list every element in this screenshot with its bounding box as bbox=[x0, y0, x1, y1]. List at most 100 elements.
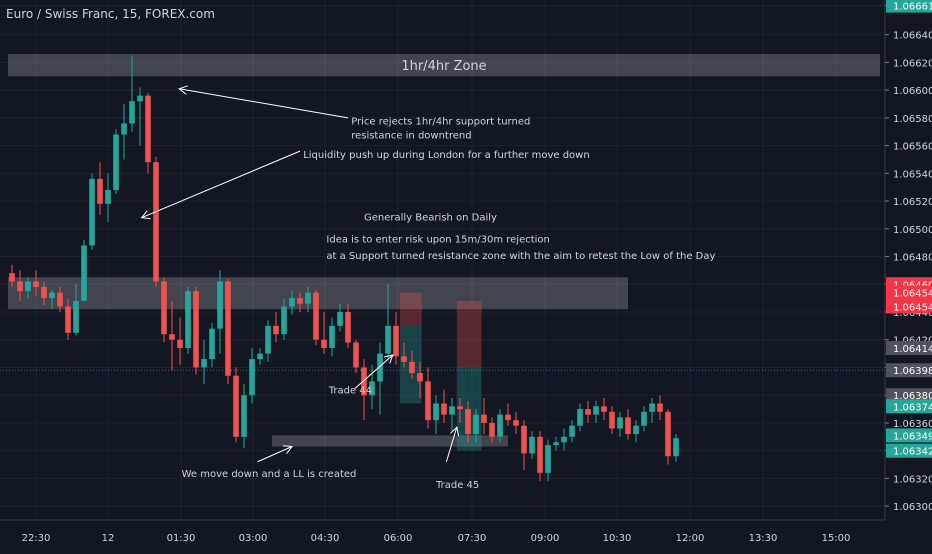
price-tick-label: 1.06600 bbox=[893, 86, 932, 97]
price-badge bbox=[886, 0, 932, 13]
price-badge-label: 1.06398 bbox=[893, 366, 932, 377]
candle-body bbox=[553, 442, 559, 446]
price-badge-label: 1.06342 bbox=[893, 447, 932, 458]
price-tick-label: 1.06560 bbox=[893, 142, 932, 153]
annotation-text: Idea is to enter risk upon 15m/30m rejec… bbox=[326, 235, 550, 246]
candle-body bbox=[225, 281, 231, 376]
candle-body bbox=[105, 189, 111, 204]
annotation-text: We move down and a LL is created bbox=[182, 469, 357, 480]
price-badge bbox=[886, 363, 932, 378]
annotation-text: at a Support turned resistance zone with… bbox=[326, 251, 715, 262]
annotation-arrow-line bbox=[257, 446, 293, 463]
candle-body bbox=[153, 162, 159, 282]
candle-body bbox=[25, 281, 31, 292]
candle-body bbox=[657, 403, 663, 412]
candle-body bbox=[489, 422, 495, 437]
annotation-text: Trade 45 bbox=[435, 480, 479, 491]
annotation-arrow-line bbox=[445, 426, 458, 462]
candle-body bbox=[441, 403, 447, 415]
candle-body bbox=[481, 414, 487, 423]
time-tick-label: 13:30 bbox=[749, 533, 778, 544]
price-badge bbox=[886, 285, 932, 300]
candle-body bbox=[81, 245, 87, 301]
time-tick-label: 12:00 bbox=[676, 533, 705, 544]
candle-body bbox=[121, 123, 127, 135]
candle-body bbox=[521, 425, 527, 454]
annotation-arrow-head bbox=[450, 426, 460, 437]
candle-body bbox=[593, 406, 599, 415]
candle-body bbox=[401, 356, 407, 362]
candle-body bbox=[217, 281, 223, 329]
price-badge-label: 1.06380 bbox=[893, 391, 932, 402]
price-tick-label: 1.06320 bbox=[893, 474, 932, 485]
candle-body bbox=[345, 312, 351, 343]
candle-body bbox=[97, 178, 103, 204]
trade-risk-box bbox=[400, 292, 422, 326]
annotation-text: Trade 44 bbox=[328, 386, 372, 397]
price-tick-label: 1.06580 bbox=[893, 114, 932, 125]
candle-body bbox=[649, 403, 655, 412]
zone-rect bbox=[8, 54, 880, 77]
candle-body bbox=[353, 342, 359, 368]
time-tick-label: 12 bbox=[102, 533, 115, 544]
price-badge-label: 1.06414 bbox=[893, 344, 932, 355]
price-tick-label: 1.06540 bbox=[893, 169, 932, 180]
candle-body bbox=[641, 411, 647, 426]
chart-title: Euro / Swiss Franc, 15, FOREX.com bbox=[6, 7, 215, 21]
candle-body bbox=[609, 411, 615, 429]
price-tick-label: 1.06440 bbox=[893, 308, 932, 319]
candle-body bbox=[561, 436, 567, 443]
candle-body bbox=[377, 353, 383, 382]
candle-body bbox=[665, 411, 671, 457]
price-badge-label: 1.06374 bbox=[893, 402, 932, 413]
annotation-arrow-line bbox=[179, 88, 349, 119]
price-tick-label: 1.06500 bbox=[893, 225, 932, 236]
candle-body bbox=[193, 291, 199, 368]
price-tick-label: 1.06300 bbox=[893, 502, 932, 513]
candle-body bbox=[57, 292, 63, 307]
candle-body bbox=[369, 381, 375, 396]
candle-body bbox=[633, 425, 639, 435]
time-tick-label: 22:30 bbox=[22, 533, 51, 544]
candle-body bbox=[297, 298, 303, 304]
candle-body bbox=[329, 325, 335, 349]
candle-body bbox=[89, 178, 95, 246]
candle-body bbox=[113, 134, 119, 190]
candle-body bbox=[497, 414, 503, 437]
candle-body bbox=[617, 417, 623, 429]
annotation-arrow-head bbox=[282, 445, 293, 454]
annotation-arrow-head bbox=[140, 210, 151, 220]
candle-body bbox=[513, 420, 519, 426]
annotation-arrow-line bbox=[354, 354, 394, 389]
price-badge bbox=[886, 443, 932, 458]
candle-body bbox=[161, 281, 167, 335]
candle-body bbox=[409, 361, 415, 374]
time-tick-label: 15:00 bbox=[822, 533, 851, 544]
price-badge-label: 1.06454 bbox=[893, 302, 932, 313]
candle-body bbox=[49, 292, 55, 299]
candle-body bbox=[169, 334, 175, 340]
candle-body bbox=[393, 325, 399, 357]
candle-body bbox=[305, 292, 311, 304]
annotation-text: Price rejects 1hr/4hr support turned bbox=[351, 117, 530, 128]
annotation-arrow-line bbox=[141, 150, 301, 219]
price-tick-label: 1.06640 bbox=[893, 31, 932, 42]
candle-body bbox=[577, 409, 583, 426]
annotation-text: resistance in downtrend bbox=[351, 131, 471, 142]
candle-body bbox=[33, 281, 39, 288]
annotation-text: Generally Bearish on Daily bbox=[364, 212, 497, 223]
price-badge bbox=[886, 341, 932, 356]
price-badge bbox=[886, 299, 932, 314]
candle-body bbox=[545, 445, 551, 473]
candle-body bbox=[289, 298, 295, 307]
time-tick-label: 10:30 bbox=[603, 533, 632, 544]
candle-body bbox=[65, 306, 71, 333]
candle-body bbox=[321, 339, 327, 349]
candle-body bbox=[505, 414, 511, 421]
candle-body bbox=[265, 325, 271, 354]
candle-body bbox=[185, 291, 191, 349]
trade-risk-box bbox=[456, 300, 482, 368]
candle-body bbox=[17, 281, 23, 292]
candle-body bbox=[361, 367, 367, 396]
